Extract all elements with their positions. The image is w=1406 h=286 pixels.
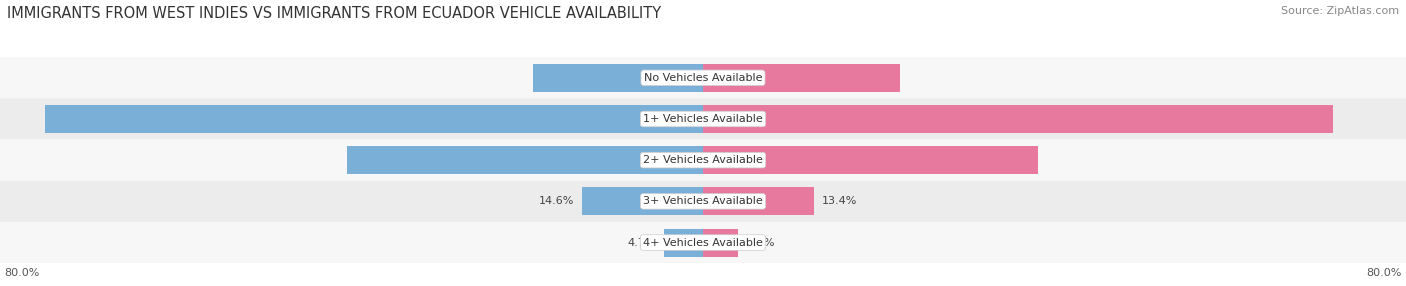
Text: 23.8%: 23.8% <box>716 73 754 83</box>
Text: 80.0%: 80.0% <box>1367 268 1402 278</box>
Bar <box>703 146 1038 174</box>
Text: 76.2%: 76.2% <box>716 114 754 124</box>
Bar <box>703 64 900 92</box>
Text: No Vehicles Available: No Vehicles Available <box>644 73 762 83</box>
FancyBboxPatch shape <box>0 222 1406 263</box>
Text: 4+ Vehicles Available: 4+ Vehicles Available <box>643 238 763 247</box>
Text: 80.0%: 80.0% <box>4 268 39 278</box>
Text: 13.4%: 13.4% <box>823 196 858 206</box>
Text: 3+ Vehicles Available: 3+ Vehicles Available <box>643 196 763 206</box>
Text: 4.7%: 4.7% <box>627 238 655 247</box>
Text: 79.5%: 79.5% <box>652 114 690 124</box>
FancyBboxPatch shape <box>0 140 1406 181</box>
Text: 2+ Vehicles Available: 2+ Vehicles Available <box>643 155 763 165</box>
FancyBboxPatch shape <box>0 98 1406 140</box>
FancyBboxPatch shape <box>0 181 1406 222</box>
FancyBboxPatch shape <box>0 57 1406 98</box>
Bar <box>45 105 703 133</box>
Text: 1+ Vehicles Available: 1+ Vehicles Available <box>643 114 763 124</box>
Bar <box>703 229 738 257</box>
Bar <box>703 105 1333 133</box>
Bar <box>664 229 703 257</box>
Text: 20.5%: 20.5% <box>652 73 690 83</box>
Text: 40.5%: 40.5% <box>716 155 754 165</box>
Text: 14.6%: 14.6% <box>538 196 574 206</box>
Text: IMMIGRANTS FROM WEST INDIES VS IMMIGRANTS FROM ECUADOR VEHICLE AVAILABILITY: IMMIGRANTS FROM WEST INDIES VS IMMIGRANT… <box>7 6 661 21</box>
Text: 43.1%: 43.1% <box>652 155 690 165</box>
Text: 4.2%: 4.2% <box>747 238 775 247</box>
Bar <box>582 187 703 215</box>
Bar <box>533 64 703 92</box>
Bar <box>346 146 703 174</box>
Bar <box>703 187 814 215</box>
Text: Source: ZipAtlas.com: Source: ZipAtlas.com <box>1281 6 1399 16</box>
